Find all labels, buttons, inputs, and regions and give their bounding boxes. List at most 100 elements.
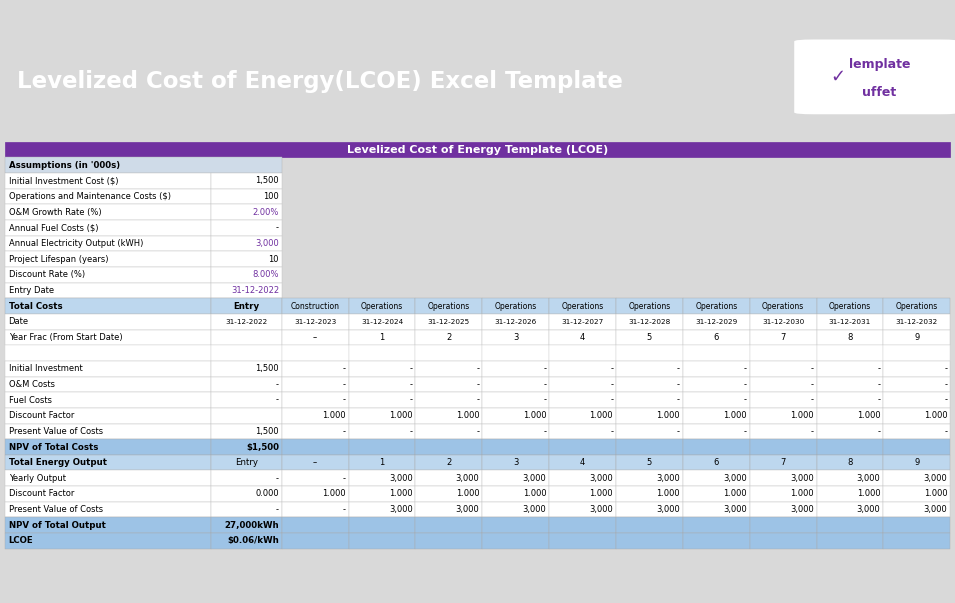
- FancyBboxPatch shape: [5, 220, 211, 236]
- FancyBboxPatch shape: [482, 314, 549, 330]
- FancyBboxPatch shape: [482, 470, 549, 486]
- FancyBboxPatch shape: [415, 376, 482, 392]
- Text: 1.000: 1.000: [857, 490, 881, 499]
- FancyBboxPatch shape: [415, 517, 482, 533]
- FancyBboxPatch shape: [683, 502, 750, 517]
- FancyBboxPatch shape: [750, 533, 817, 549]
- Text: Operations: Operations: [829, 302, 871, 311]
- Text: 1.000: 1.000: [656, 411, 680, 420]
- Text: Project Lifespan (years): Project Lifespan (years): [9, 254, 108, 264]
- FancyBboxPatch shape: [883, 439, 950, 455]
- Text: Total Energy Output: Total Energy Output: [9, 458, 107, 467]
- Text: -: -: [744, 396, 747, 405]
- FancyBboxPatch shape: [211, 502, 282, 517]
- FancyBboxPatch shape: [5, 251, 211, 267]
- FancyBboxPatch shape: [482, 533, 549, 549]
- FancyBboxPatch shape: [750, 361, 817, 376]
- Text: Total Costs: Total Costs: [9, 302, 62, 311]
- FancyBboxPatch shape: [282, 392, 349, 408]
- Text: -: -: [410, 396, 413, 405]
- Text: 3,000: 3,000: [790, 474, 814, 483]
- Text: Operations: Operations: [896, 302, 938, 311]
- Text: 1.000: 1.000: [522, 490, 546, 499]
- FancyBboxPatch shape: [817, 330, 883, 346]
- Text: Operations: Operations: [628, 302, 670, 311]
- FancyBboxPatch shape: [282, 455, 349, 470]
- FancyBboxPatch shape: [883, 376, 950, 392]
- FancyBboxPatch shape: [750, 392, 817, 408]
- Text: uffet: uffet: [862, 86, 897, 99]
- Text: 3,000: 3,000: [589, 505, 613, 514]
- Text: -: -: [610, 380, 613, 389]
- FancyBboxPatch shape: [817, 314, 883, 330]
- FancyBboxPatch shape: [549, 392, 616, 408]
- FancyBboxPatch shape: [883, 502, 950, 517]
- FancyBboxPatch shape: [817, 376, 883, 392]
- FancyBboxPatch shape: [482, 423, 549, 439]
- FancyBboxPatch shape: [817, 392, 883, 408]
- FancyBboxPatch shape: [683, 439, 750, 455]
- FancyBboxPatch shape: [750, 502, 817, 517]
- Text: -: -: [811, 380, 814, 389]
- Text: Yearly Output: Yearly Output: [9, 474, 66, 483]
- FancyBboxPatch shape: [415, 439, 482, 455]
- Text: Entry: Entry: [233, 302, 260, 311]
- Text: 1.000: 1.000: [456, 490, 479, 499]
- Text: ✓: ✓: [830, 68, 845, 86]
- FancyBboxPatch shape: [349, 298, 415, 314]
- FancyBboxPatch shape: [282, 439, 349, 455]
- FancyBboxPatch shape: [549, 533, 616, 549]
- Text: 27,000kWh: 27,000kWh: [224, 521, 279, 530]
- Text: $1,500: $1,500: [246, 443, 279, 452]
- Text: Fuel Costs: Fuel Costs: [9, 396, 52, 405]
- FancyBboxPatch shape: [482, 455, 549, 470]
- FancyBboxPatch shape: [211, 455, 282, 470]
- FancyBboxPatch shape: [282, 346, 349, 361]
- Text: lemplate: lemplate: [849, 58, 910, 71]
- FancyBboxPatch shape: [211, 439, 282, 455]
- Text: -: -: [677, 396, 680, 405]
- Text: -: -: [343, 505, 346, 514]
- FancyBboxPatch shape: [616, 298, 683, 314]
- FancyBboxPatch shape: [282, 330, 349, 346]
- Text: -: -: [276, 505, 279, 514]
- Text: -: -: [343, 427, 346, 436]
- Text: Initial Investment Cost ($): Initial Investment Cost ($): [9, 176, 118, 185]
- Text: 2.00%: 2.00%: [252, 207, 279, 216]
- FancyBboxPatch shape: [211, 236, 282, 251]
- Text: 4: 4: [580, 333, 585, 342]
- Text: 1: 1: [379, 458, 385, 467]
- Text: 31-12-2028: 31-12-2028: [628, 319, 670, 325]
- Text: 1: 1: [379, 333, 385, 342]
- FancyBboxPatch shape: [5, 346, 211, 361]
- Text: 1,500: 1,500: [255, 364, 279, 373]
- Text: -: -: [744, 427, 747, 436]
- Text: 3: 3: [513, 458, 519, 467]
- FancyBboxPatch shape: [750, 314, 817, 330]
- FancyBboxPatch shape: [349, 330, 415, 346]
- FancyBboxPatch shape: [349, 408, 415, 423]
- FancyBboxPatch shape: [282, 408, 349, 423]
- Text: 3: 3: [513, 333, 519, 342]
- Text: -: -: [477, 396, 479, 405]
- Text: 3,000: 3,000: [923, 505, 947, 514]
- Text: -: -: [276, 396, 279, 405]
- Text: 3,000: 3,000: [389, 474, 413, 483]
- FancyBboxPatch shape: [211, 533, 282, 549]
- FancyBboxPatch shape: [349, 423, 415, 439]
- FancyBboxPatch shape: [750, 298, 817, 314]
- FancyBboxPatch shape: [5, 267, 211, 283]
- Text: 3,000: 3,000: [522, 505, 546, 514]
- FancyBboxPatch shape: [817, 455, 883, 470]
- FancyBboxPatch shape: [211, 330, 282, 346]
- FancyBboxPatch shape: [549, 376, 616, 392]
- FancyBboxPatch shape: [683, 517, 750, 533]
- FancyBboxPatch shape: [482, 346, 549, 361]
- FancyBboxPatch shape: [5, 486, 211, 502]
- FancyBboxPatch shape: [5, 533, 211, 549]
- Text: -: -: [610, 364, 613, 373]
- Text: Entry Date: Entry Date: [9, 286, 53, 295]
- Text: NPV of Total Output: NPV of Total Output: [9, 521, 105, 530]
- Text: 31-12-2022: 31-12-2022: [225, 319, 267, 325]
- Text: -: -: [811, 427, 814, 436]
